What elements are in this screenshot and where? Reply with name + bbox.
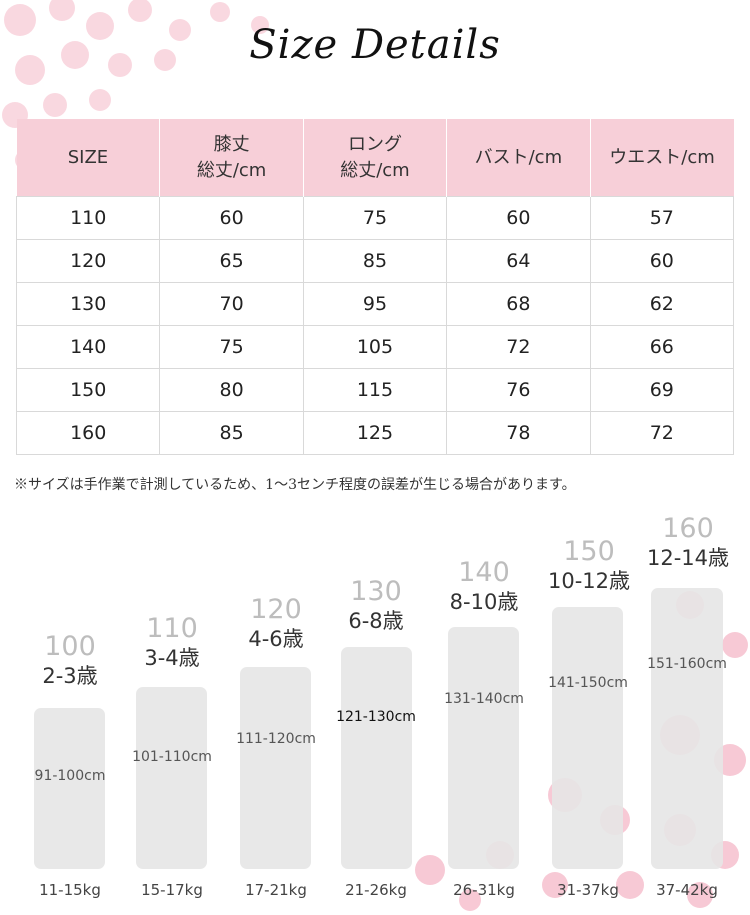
height-bar-110: [136, 687, 207, 869]
age-range: 8-10歳: [449, 590, 519, 614]
height-bar-130: [341, 647, 412, 869]
weight-range-160: 37-42kg: [656, 881, 718, 899]
table-row: 120 65 85 64 60: [15, 239, 735, 283]
table-cell: 150: [15, 368, 161, 412]
weight-range-120: 17-21kg: [245, 881, 307, 899]
table-row: 150 80 115 76 69: [15, 368, 735, 412]
table-cell: 66: [589, 325, 735, 369]
table-cell: 69: [589, 368, 735, 412]
size-column-160: 160 12-14歳: [636, 514, 740, 572]
height-range-140: 131-140cm: [444, 691, 524, 707]
weight-range-130: 21-26kg: [345, 881, 407, 899]
header-knee-length: 膝丈 総丈/cm: [159, 119, 304, 197]
table-cell: 70: [159, 282, 304, 326]
table-cell: 78: [446, 411, 591, 455]
measurement-note: ※サイズは手作業で計測しているため、1〜3センチ程度の誤差が生じる場合があります…: [14, 477, 576, 493]
size-number: 130: [350, 576, 402, 607]
weight-range-150: 31-37kg: [557, 881, 619, 899]
table-cell: 75: [159, 325, 304, 369]
table-cell: 85: [302, 239, 448, 283]
table-cell: 80: [159, 368, 304, 412]
header-bust: バスト/cm: [446, 119, 591, 197]
height-range-100: 91-100cm: [34, 768, 106, 784]
size-column-120: 120 4-6歳: [226, 595, 326, 653]
size-column-150: 150 10-12歳: [534, 537, 644, 595]
height-range-130: 121-130cm: [336, 709, 416, 725]
age-range: 3-4歳: [144, 646, 200, 670]
size-number: 120: [250, 594, 302, 625]
height-bar-120: [240, 667, 311, 869]
height-bar-150: [552, 607, 623, 869]
table-cell: 95: [302, 282, 448, 326]
height-range-150: 141-150cm: [548, 675, 628, 691]
table-cell: 125: [302, 411, 448, 455]
height-range-160: 151-160cm: [647, 656, 727, 672]
height-range-120: 111-120cm: [236, 731, 316, 747]
table-cell: 62: [589, 282, 735, 326]
table-cell: 120: [15, 239, 161, 283]
weight-range-110: 15-17kg: [141, 881, 203, 899]
table-header-row: SIZE 膝丈 総丈/cm ロング 総丈/cm バスト/cm ウエスト/cm: [16, 119, 734, 197]
weight-range-100: 11-15kg: [39, 881, 101, 899]
age-range: 6-8歳: [348, 609, 404, 633]
height-bar-140: [448, 627, 519, 869]
table-row: 130 70 95 68 62: [15, 282, 735, 326]
table-cell: 72: [446, 325, 591, 369]
table-cell: 57: [589, 196, 735, 240]
table-cell: 76: [446, 368, 591, 412]
weight-range-140: 26-31kg: [453, 881, 515, 899]
age-range: 2-3歳: [42, 664, 98, 688]
size-number: 110: [146, 613, 198, 644]
height-bar-160: [651, 588, 723, 869]
table-cell: 130: [15, 282, 161, 326]
table-cell: 110: [15, 196, 161, 240]
table-cell: 160: [15, 411, 161, 455]
table-cell: 65: [159, 239, 304, 283]
size-column-130: 130 6-8歳: [326, 577, 426, 635]
size-number: 150: [563, 536, 615, 567]
table-cell: 72: [589, 411, 735, 455]
table-cell: 75: [302, 196, 448, 240]
table-row: 140 75 105 72 66: [15, 325, 735, 369]
height-range-110: 101-110cm: [132, 749, 212, 765]
table-cell: 105: [302, 325, 448, 369]
table-cell: 115: [302, 368, 448, 412]
header-long-length: ロング 総丈/cm: [303, 119, 448, 197]
header-size: SIZE: [16, 119, 161, 197]
header-waist: ウエスト/cm: [590, 119, 734, 197]
table-cell: 68: [446, 282, 591, 326]
table-cell: 85: [159, 411, 304, 455]
table-cell: 60: [589, 239, 735, 283]
size-table: SIZE 膝丈 総丈/cm ロング 総丈/cm バスト/cm ウエスト/cm 110…: [15, 119, 735, 455]
table-cell: 140: [15, 325, 161, 369]
age-range: 10-12歳: [547, 569, 631, 593]
table-cell: 60: [159, 196, 304, 240]
age-range: 12-14歳: [646, 546, 730, 570]
table-row: 160 85 125 78 72: [15, 411, 735, 455]
size-column-140: 140 8-10歳: [434, 558, 534, 616]
height-bar-100: [34, 708, 105, 869]
size-number: 100: [44, 631, 96, 662]
page-title: Size Details: [249, 22, 501, 68]
size-column-100: 100 2-3歳: [20, 632, 120, 690]
table-cell: 64: [446, 239, 591, 283]
size-column-110: 110 3-4歳: [122, 614, 222, 672]
size-number: 140: [458, 557, 510, 588]
age-range: 4-6歳: [248, 627, 304, 651]
table-cell: 60: [446, 196, 591, 240]
size-number: 160: [662, 513, 714, 544]
table-row: 110 60 75 60 57: [15, 196, 735, 240]
